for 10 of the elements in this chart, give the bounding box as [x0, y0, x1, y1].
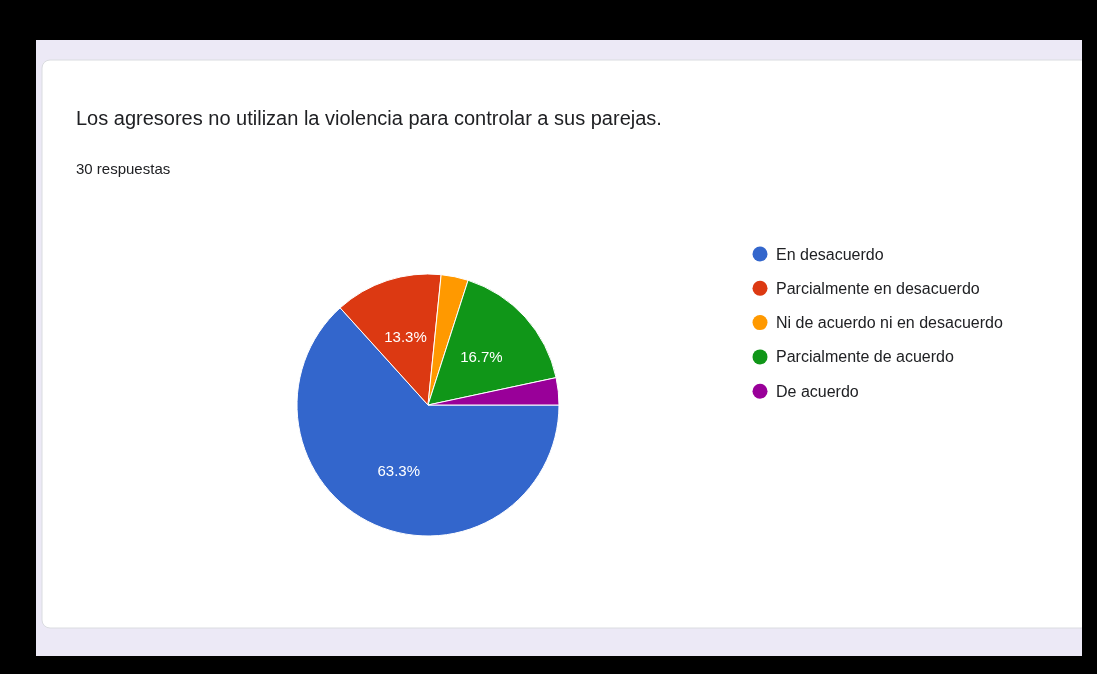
data-label: 16.7%: [460, 348, 503, 366]
legend-label: Ni de acuerdo ni en desacuerdo: [776, 314, 1003, 332]
legend-label: En desacuerdo: [776, 245, 884, 263]
chart-title: Los agresores no utilizan la violencia para controlar a sus parejas.: [76, 107, 662, 129]
legend-label: Parcialmente de acuerdo: [776, 348, 954, 366]
text: 30 respuestas: [76, 160, 171, 177]
legend-label: De acuerdo: [776, 382, 859, 400]
legend-label: Parcialmente en desacuerdo: [776, 279, 980, 297]
data-label: 13.3%: [384, 328, 427, 346]
data-label: 63.3%: [377, 462, 421, 480]
